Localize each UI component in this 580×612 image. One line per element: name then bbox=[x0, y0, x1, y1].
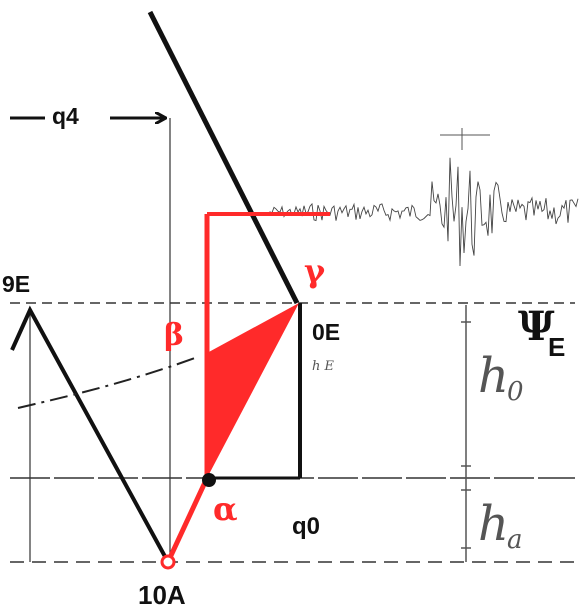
label-10a: 10A bbox=[138, 580, 186, 610]
label-alpha: α bbox=[213, 490, 238, 528]
height-markers bbox=[461, 305, 471, 562]
label-9e: 9E bbox=[2, 271, 30, 297]
label-q4: q4 bbox=[52, 103, 79, 129]
point-alpha bbox=[202, 473, 216, 487]
point-10a bbox=[160, 554, 176, 570]
label-q0: q0 bbox=[292, 513, 320, 540]
seismogram-trace bbox=[269, 128, 579, 267]
label-h0-subscript: 0 bbox=[507, 377, 524, 407]
label-h0: h bbox=[478, 348, 509, 404]
label-psi: Ψ bbox=[518, 303, 555, 350]
label-beta: β bbox=[164, 318, 184, 353]
label-gamma: γ bbox=[304, 252, 326, 290]
dash-dot-curve bbox=[17, 357, 196, 409]
label-0e: 0E bbox=[312, 319, 340, 345]
red-triangle-alpha-beta-gamma bbox=[207, 303, 299, 478]
label-ha-subscript: a bbox=[507, 525, 523, 555]
red-line-to-10a bbox=[165, 476, 210, 564]
label-psi-subscript: E bbox=[548, 332, 565, 362]
steep-black-line bbox=[147, 10, 300, 305]
label-ha: h bbox=[478, 496, 509, 552]
zigzag-9e-10a bbox=[10, 305, 170, 563]
seismogram-marker bbox=[440, 128, 490, 150]
label-faint-mark: h E bbox=[312, 359, 335, 374]
red-construction bbox=[165, 212, 330, 564]
seismogram-waveform bbox=[269, 157, 579, 267]
